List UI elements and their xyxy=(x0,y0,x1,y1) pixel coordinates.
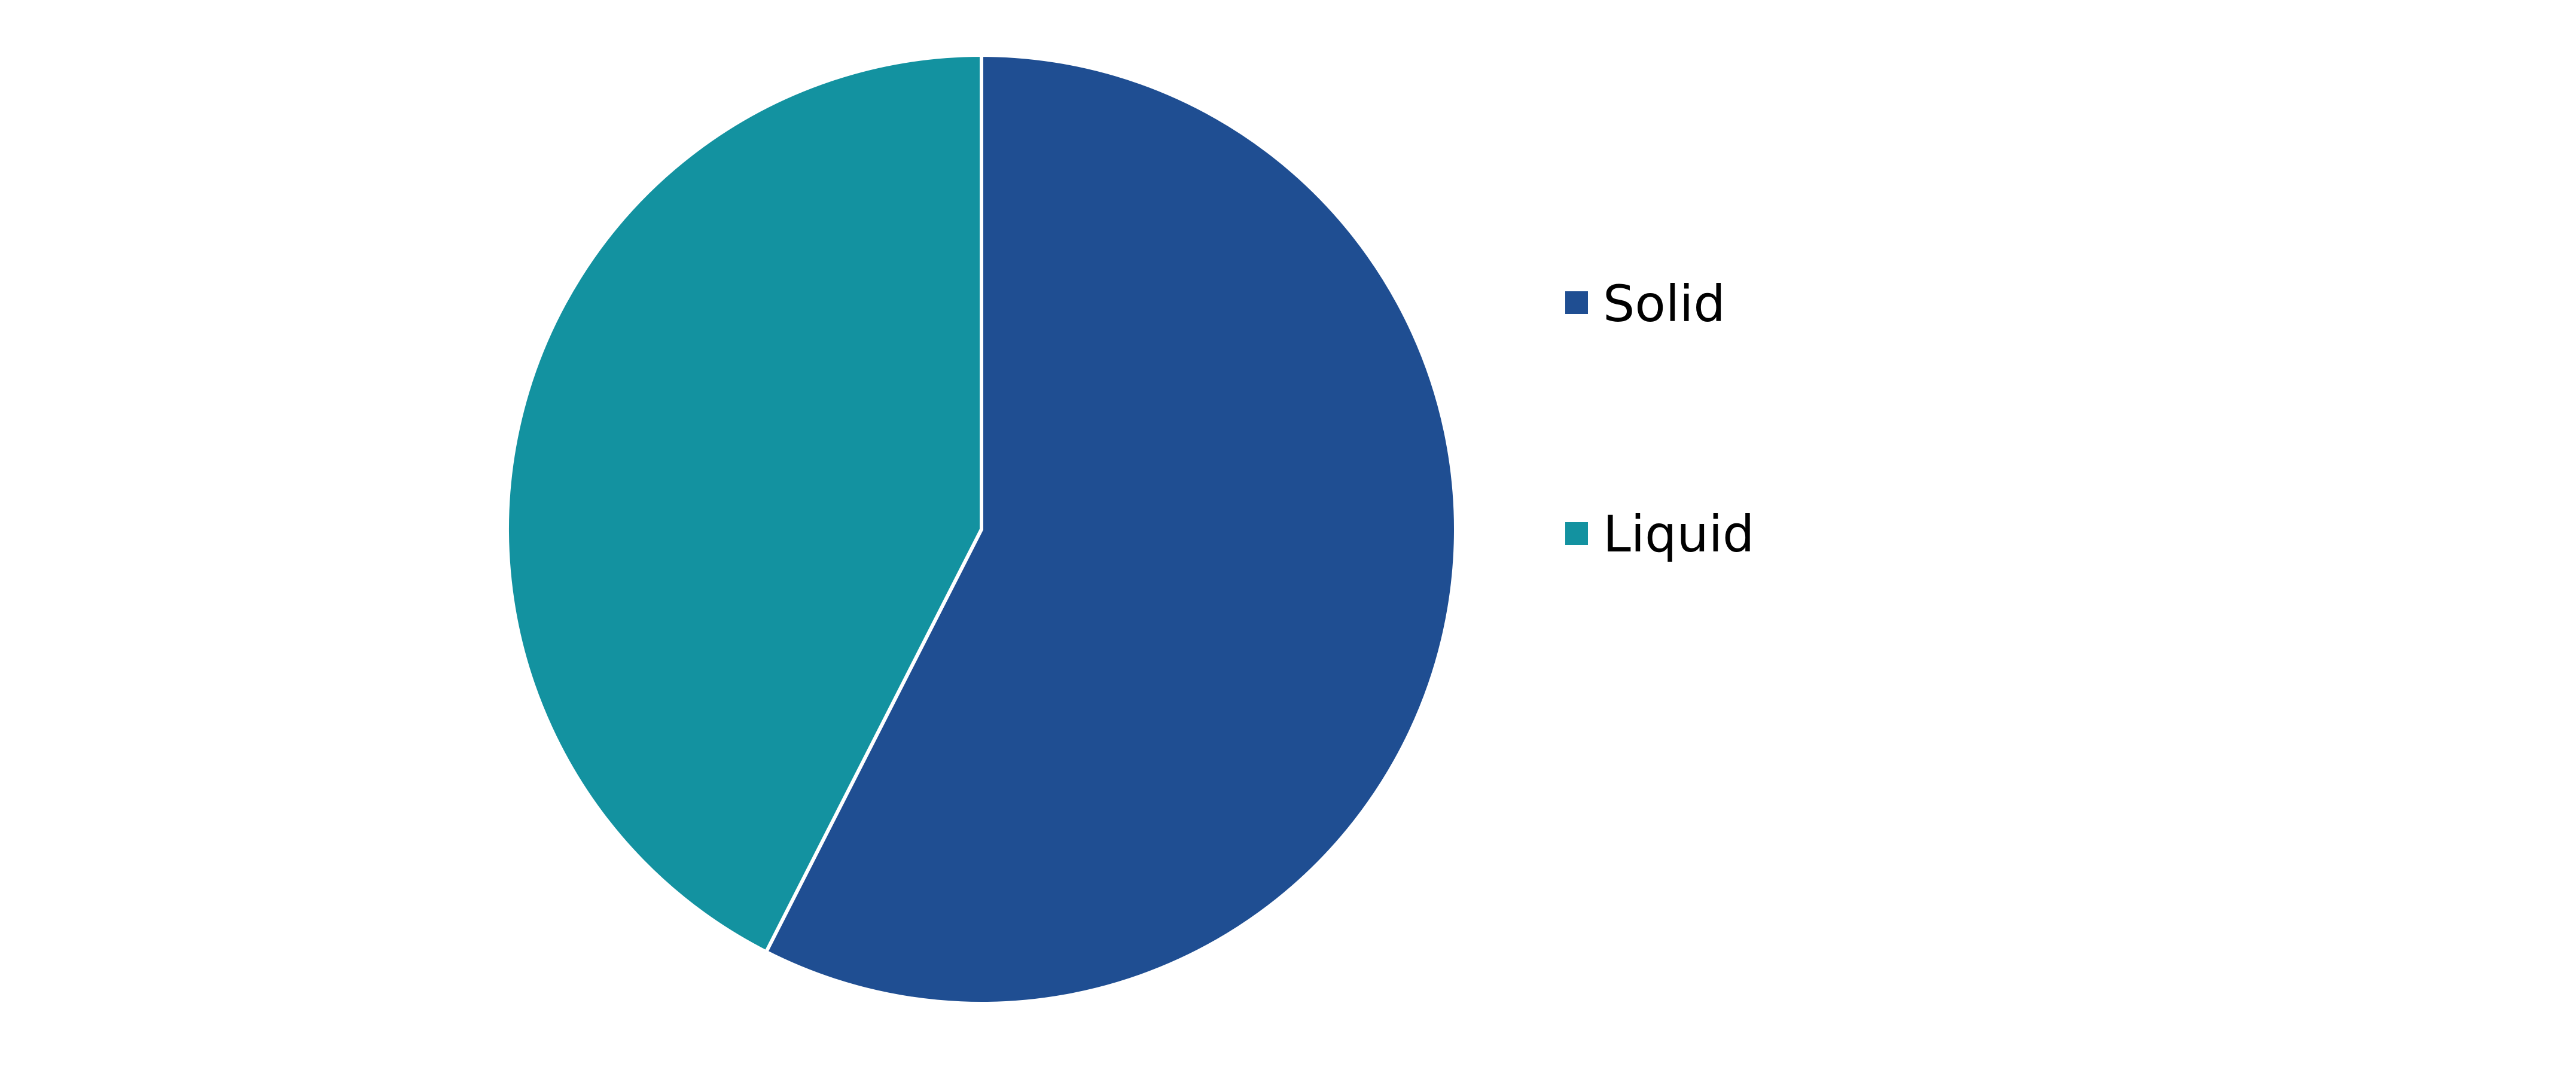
pie-slices xyxy=(505,53,1458,1005)
legend-label-solid: Solid xyxy=(1603,275,1726,333)
legend-label-liquid: Liquid xyxy=(1603,505,1754,563)
pie-slice-solid xyxy=(764,53,1458,1005)
legend-swatch-liquid xyxy=(1565,522,1588,545)
legend-swatch-solid xyxy=(1565,291,1588,314)
legend-item-solid: Solid xyxy=(1565,275,1726,333)
pie-slice-liquid xyxy=(505,53,983,954)
legend: Solid Liquid xyxy=(1565,275,1754,563)
legend-item-liquid: Liquid xyxy=(1565,505,1754,563)
